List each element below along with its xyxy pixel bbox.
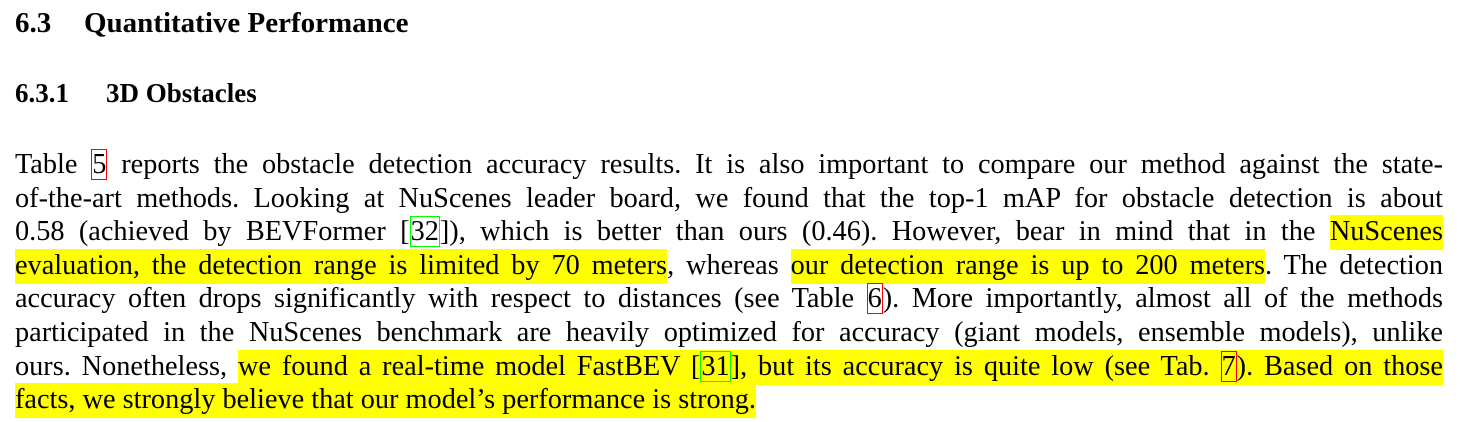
text-run: , whereas — [667, 249, 791, 281]
body-paragraph: Table 5 reports the obstacle detection a… — [15, 148, 1444, 419]
paragraph-line: accuracy often drops significantly with … — [15, 282, 1443, 316]
paragraph-line: facts, we strongly believe that our mode… — [15, 383, 1443, 419]
highlighted-text: evaluation, the detection range is limit… — [15, 248, 668, 284]
highlighted-run: we found a real-time model FastBEV [ — [237, 350, 701, 382]
text-run: ). More importantly, almost all of the m… — [882, 283, 1443, 315]
highlighted-text: our detection range is up to 200 meters — [790, 248, 1266, 284]
text-run: of-the-art methods. Looking at NuScenes … — [15, 182, 1443, 214]
paragraph-line: evaluation, the detection range is limit… — [15, 248, 1444, 284]
table-ref-link[interactable]: 7 — [1220, 350, 1237, 382]
paragraph-line: participated in the NuScenes benchmark a… — [15, 316, 1443, 350]
paragraph-line: ours. Nonetheless, we found a real-time … — [15, 349, 1443, 385]
table-ref-link[interactable]: 5 — [91, 149, 108, 180]
text-run: ]), which is better than ours (0.46). Ho… — [439, 216, 1330, 248]
citation-link[interactable]: 32 — [409, 216, 440, 248]
highlighted-run: ). Based on those — [1236, 350, 1443, 382]
subsection-title: 3D Obstacles — [106, 78, 257, 108]
text-run: . The detection — [1265, 249, 1444, 281]
section-title: Quantitative Performance — [84, 7, 409, 39]
paragraph-line: of-the-art methods. Looking at NuScenes … — [15, 182, 1443, 216]
highlighted-text: NuScenes — [1329, 215, 1443, 251]
table-ref-link[interactable]: 6 — [866, 283, 883, 315]
text-run: accuracy often drops significantly with … — [15, 283, 867, 315]
highlighted-text: facts, we strongly believe that our mode… — [15, 383, 757, 419]
paragraph-line: 0.58 (achieved by BEVFormer [32]), which… — [15, 215, 1443, 251]
highlighted-run: ], but its accuracy is quite low (see Ta… — [730, 350, 1221, 382]
citation-link[interactable]: 31 — [700, 350, 731, 382]
subsection-number: 6.3.1 — [15, 78, 69, 108]
text-run: 0.58 (achieved by BEVFormer [ — [15, 216, 410, 248]
text-run: ours. Nonetheless, — [15, 350, 238, 382]
paragraph-line: Table 5 reports the obstacle detection a… — [15, 148, 1443, 182]
highlighted-text: we found a real-time model FastBEV [31],… — [237, 349, 1443, 385]
text-run: Table — [15, 149, 92, 180]
subsection-heading: 6.3.1 3D Obstacles — [15, 80, 257, 107]
section-heading: 6.3 Quantitative Performance — [15, 9, 409, 38]
text-run: reports the obstacle detection accuracy … — [107, 149, 1443, 180]
section-number: 6.3 — [15, 7, 52, 39]
text-run: participated in the NuScenes benchmark a… — [15, 316, 1443, 348]
